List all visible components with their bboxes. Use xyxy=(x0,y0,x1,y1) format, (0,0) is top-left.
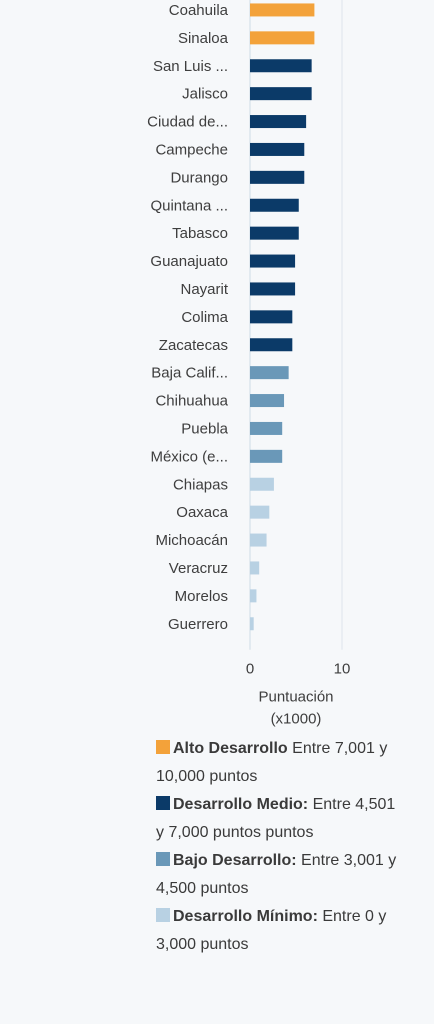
bar xyxy=(250,115,307,129)
legend-text-minimo: Entre 0 y 3,000 puntos xyxy=(156,908,387,953)
legend: Alto Desarrollo Entre 7,001 y 10,000 pun… xyxy=(156,735,406,959)
bar xyxy=(250,617,254,631)
bar xyxy=(250,449,283,463)
category-label: Colima xyxy=(181,309,228,326)
legend-item-alto: Alto Desarrollo Entre 7,001 y 10,000 pun… xyxy=(156,735,406,791)
category-label: Durango xyxy=(170,169,228,186)
category-label: Nayarit xyxy=(180,281,228,298)
bar xyxy=(250,589,257,603)
bar xyxy=(250,394,285,408)
bar xyxy=(250,366,289,380)
category-label: Veracruz xyxy=(169,560,228,577)
bar xyxy=(250,561,260,575)
category-label: Oaxaca xyxy=(176,504,228,521)
bar xyxy=(250,338,293,352)
category-label: Guerrero xyxy=(168,616,228,633)
bar xyxy=(250,198,299,212)
category-label: Quintana ... xyxy=(150,197,228,214)
category-label: Puebla xyxy=(181,420,228,437)
category-label: México (e... xyxy=(150,448,228,465)
category-label: Chiapas xyxy=(173,476,228,493)
category-label: San Luis ... xyxy=(153,58,228,75)
category-label: Campeche xyxy=(155,141,228,158)
bar xyxy=(250,421,283,435)
legend-swatch-alto xyxy=(156,740,170,754)
bar xyxy=(250,87,312,101)
legend-item-medio: Desarrollo Medio: Entre 4,501 y 7,000 pu… xyxy=(156,791,406,847)
legend-title-minimo: Desarrollo Mínimo: xyxy=(173,908,318,925)
category-label: Morelos xyxy=(175,588,228,605)
bar xyxy=(250,226,299,240)
bar xyxy=(250,59,312,73)
category-label: Guanajuato xyxy=(150,253,228,270)
legend-text-medio: Entre 4,501 y 7,000 puntos puntos xyxy=(156,796,396,841)
category-label: Zacatecas xyxy=(159,337,228,354)
bar xyxy=(250,310,293,324)
category-label: Michoacán xyxy=(155,532,228,549)
x-tick-label: 10 xyxy=(334,661,351,678)
bar xyxy=(250,170,305,184)
legend-text-alto: Entre 7,001 y 10,000 puntos xyxy=(156,740,388,785)
bar xyxy=(250,31,315,45)
legend-title-alto: Alto Desarrollo xyxy=(173,740,288,757)
x-axis-title-line2: (x1000) xyxy=(271,711,322,728)
legend-swatch-medio xyxy=(156,796,170,810)
legend-item-bajo: Bajo Desarrollo: Entre 3,001 y 4,500 pun… xyxy=(156,847,406,903)
x-tick-label: 0 xyxy=(246,661,254,678)
category-label: Ciudad de... xyxy=(147,114,228,131)
bar xyxy=(250,282,296,296)
legend-swatch-minimo xyxy=(156,908,170,922)
category-label: Coahuila xyxy=(169,2,229,19)
legend-text-bajo: Entre 3,001 y 4,500 puntos xyxy=(156,852,397,897)
x-axis-title-line1: Puntuación xyxy=(258,689,333,706)
category-label: Sinaloa xyxy=(178,30,229,47)
bar xyxy=(250,533,267,547)
category-label: Jalisco xyxy=(182,86,228,103)
bar xyxy=(250,477,274,491)
legend-swatch-bajo xyxy=(156,852,170,866)
category-label: Tabasco xyxy=(172,225,228,242)
bar-chart: Coahuila Sinaloa San Luis ... Jalisco Ciudad… xyxy=(147,0,351,728)
bar xyxy=(250,505,270,519)
category-label: Baja Calif... xyxy=(151,365,228,382)
legend-item-minimo: Desarrollo Mínimo: Entre 0 y 3,000 punto… xyxy=(156,903,406,959)
bar xyxy=(250,142,305,156)
bar xyxy=(250,254,296,268)
legend-title-bajo: Bajo Desarrollo: xyxy=(173,852,297,869)
category-label: Chihuahua xyxy=(155,393,228,410)
legend-title-medio: Desarrollo Medio: xyxy=(173,796,309,813)
bar xyxy=(250,3,315,17)
